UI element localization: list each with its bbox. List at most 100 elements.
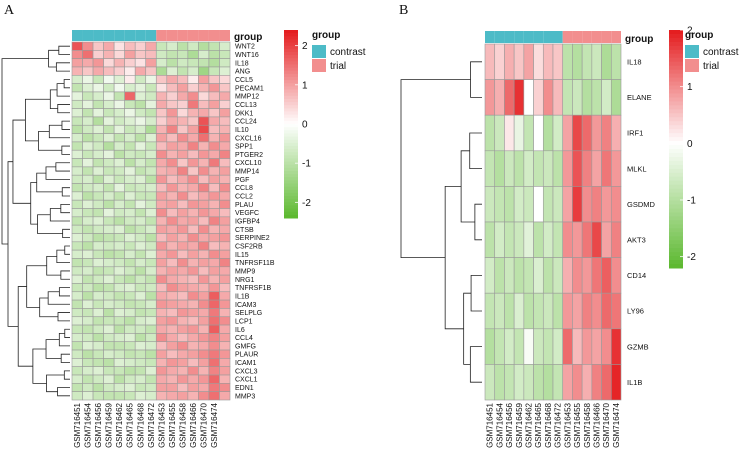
- heatmap-cell: [155, 283, 168, 293]
- heatmap-cell: [82, 324, 94, 334]
- heatmap-cell: [198, 283, 210, 293]
- heatmap-cell: [513, 43, 525, 80]
- heatmap-cell: [484, 221, 496, 258]
- heatmap-cell: [177, 383, 189, 392]
- heatmap-cell: [177, 274, 189, 284]
- heatmap-cell: [219, 324, 231, 334]
- color-bar-step: [669, 152, 683, 158]
- heatmap-cell: [103, 50, 115, 59]
- row-label: CXCL16: [235, 135, 262, 142]
- heatmap-cell: [562, 364, 573, 401]
- dendrogram-branch: [57, 312, 70, 322]
- heatmap-cell: [198, 141, 210, 151]
- column-label: GSM716454: [495, 402, 504, 447]
- heatmap-cell: [198, 324, 210, 334]
- heatmap-cell: [155, 258, 168, 268]
- heatmap-cell: [198, 274, 210, 284]
- heatmap-cell: [92, 249, 104, 259]
- heatmap-cell: [166, 291, 178, 301]
- column-label: GSM716456: [94, 402, 103, 447]
- heatmap-cell: [208, 108, 220, 118]
- heatmap-cell: [198, 83, 210, 93]
- heatmap-cell: [187, 158, 199, 168]
- heatmap-cell: [513, 292, 525, 330]
- heatmap-cell: [134, 149, 147, 159]
- heatmap-cell: [601, 114, 612, 152]
- heatmap-cell: [187, 99, 199, 109]
- heatmap-cell: [92, 183, 104, 193]
- heatmap-cell: [103, 83, 115, 93]
- panel-a-label: A: [4, 3, 15, 18]
- heatmap-cell: [92, 208, 104, 218]
- heatmap-cell: [134, 83, 147, 93]
- dendrogram-branch: [45, 339, 62, 359]
- color-bar-step: [669, 192, 683, 198]
- heatmap-cell: [71, 291, 83, 301]
- heatmap-cell: [533, 328, 544, 365]
- heatmap-cell: [155, 133, 168, 143]
- color-bar-step: [669, 53, 683, 59]
- heatmap-cell: [155, 99, 168, 109]
- legend-label-contrast: contrast: [330, 47, 366, 58]
- color-bar-step: [284, 111, 298, 116]
- heatmap-cell: [504, 221, 515, 258]
- heatmap-cell: [82, 283, 94, 293]
- color-bar-step: [669, 69, 683, 75]
- heatmap-cell: [124, 299, 136, 309]
- heatmap-cell: [166, 66, 178, 76]
- heatmap-cell: [155, 316, 168, 326]
- heatmap-cell: [134, 366, 147, 376]
- heatmap-cell: [134, 299, 147, 309]
- color-bar-step: [284, 208, 298, 213]
- heatmap-cell: [92, 374, 104, 384]
- color-bar-step: [284, 86, 298, 91]
- heatmap-cell: [177, 266, 189, 276]
- heatmap-cell: [103, 299, 115, 309]
- heatmap-cell: [177, 174, 189, 184]
- heatmap-cell: [155, 50, 168, 59]
- heatmap-cell: [610, 114, 622, 152]
- heatmap-cell: [504, 43, 515, 80]
- heatmap-cell: [198, 224, 210, 234]
- heatmap-cell: [581, 186, 593, 223]
- heatmap-cell: [113, 75, 125, 84]
- heatmap-cell: [113, 149, 125, 159]
- heatmap-cell: [219, 99, 231, 109]
- heatmap-cell: [198, 124, 210, 134]
- heatmap-cell: [513, 186, 525, 223]
- column-label: GSM716458: [583, 402, 592, 447]
- heatmap-cell: [219, 158, 231, 168]
- heatmap-cell: [124, 374, 136, 384]
- heatmap-cell: [187, 266, 199, 276]
- heatmap-cell: [103, 66, 115, 76]
- heatmap-cell: [187, 83, 199, 93]
- heatmap-cell: [591, 114, 602, 152]
- heatmap-cell: [103, 166, 115, 176]
- heatmap-cell: [71, 358, 83, 367]
- heatmap-cell: [92, 149, 104, 159]
- heatmap-cell: [572, 150, 583, 187]
- heatmap-cell: [494, 221, 505, 258]
- row-label: MLKL: [627, 164, 647, 173]
- color-bar-step: [669, 49, 683, 55]
- heatmap-cell: [113, 374, 125, 384]
- group-annotation-cell: [208, 30, 220, 41]
- heatmap-cell: [134, 124, 147, 134]
- heatmap-cell: [155, 149, 168, 159]
- heatmap-cell: [124, 291, 136, 301]
- row-label: IRF1: [627, 129, 643, 138]
- color-bar-step: [669, 45, 683, 51]
- color-bar-step: [669, 224, 683, 229]
- color-bar-tick-label: 2: [687, 26, 693, 37]
- heatmap-cell: [572, 114, 583, 152]
- color-bar-step: [669, 93, 683, 98]
- heatmap-cell: [484, 364, 496, 401]
- heatmap-cell: [134, 199, 147, 209]
- heatmap-cell: [166, 99, 178, 109]
- heatmap-cell: [542, 114, 554, 152]
- color-bar-step: [284, 202, 298, 206]
- heatmap-cell: [103, 283, 115, 293]
- heatmap-cell: [71, 75, 83, 84]
- heatmap-cell: [155, 266, 168, 276]
- heatmap-cell: [494, 364, 505, 401]
